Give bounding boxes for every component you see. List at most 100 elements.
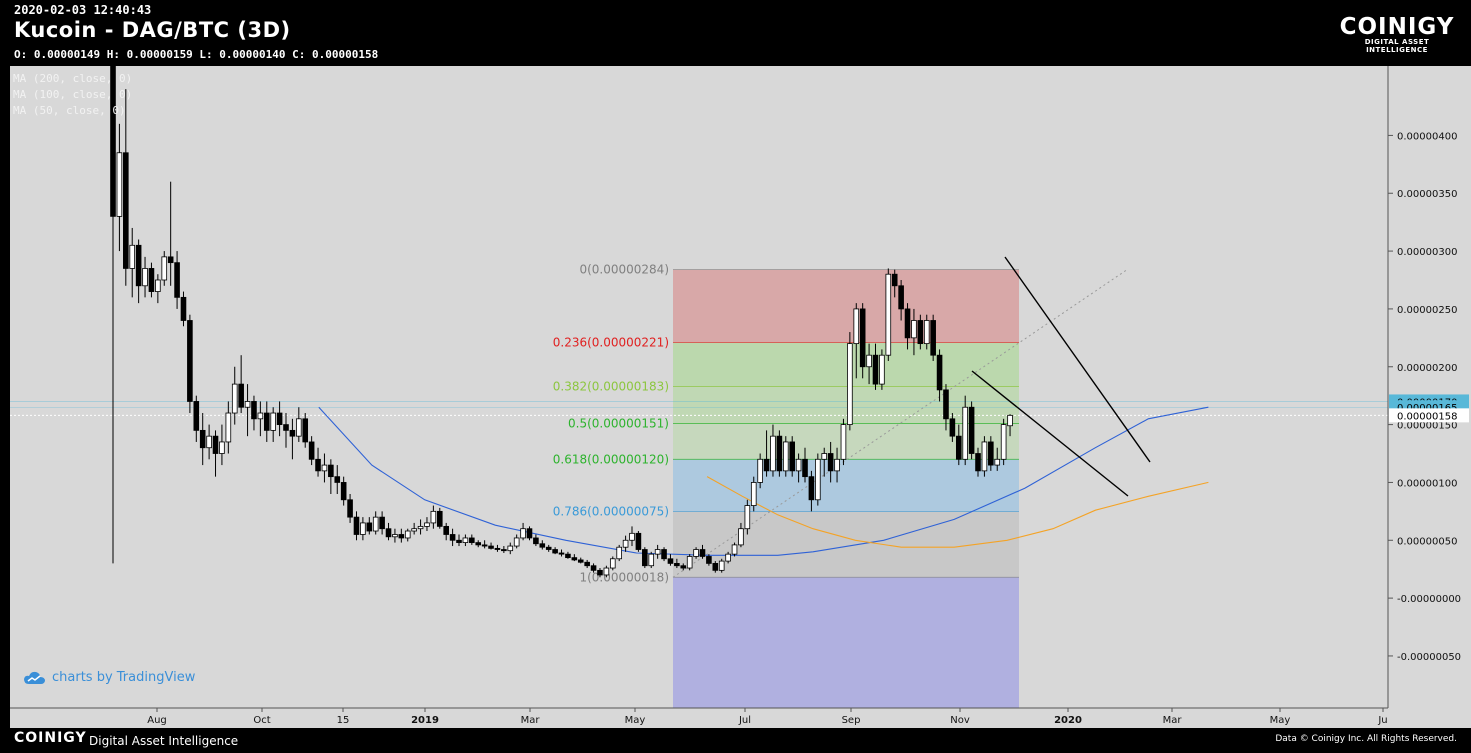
candle-body — [699, 549, 706, 557]
candle-body — [917, 320, 924, 345]
candle — [750, 476, 757, 512]
candle-body — [110, 65, 116, 217]
candle — [706, 554, 712, 566]
candle-body — [251, 401, 257, 420]
candle-body — [654, 549, 661, 555]
candle — [174, 251, 180, 309]
x-tick-label: 2019 — [411, 715, 439, 726]
chart-area[interactable]: 0(0.00000284) 0.236(0.00000221) 0.382(0.00… — [10, 65, 1471, 728]
candle-body — [469, 537, 475, 543]
price-marker-label: 0.00000158 — [1397, 411, 1457, 422]
candle — [161, 251, 168, 286]
candle — [238, 355, 244, 414]
fib-zone — [673, 342, 1019, 387]
candle — [808, 470, 815, 512]
candle — [917, 314, 924, 350]
candle-body — [206, 435, 212, 449]
candle — [417, 519, 424, 535]
candle — [654, 544, 661, 559]
candle — [494, 544, 501, 552]
candle-body — [135, 244, 142, 287]
x-tick-label: Mar — [1163, 715, 1183, 726]
candle — [994, 447, 1001, 471]
candle — [251, 395, 257, 431]
candle-body — [725, 553, 731, 562]
fib-level-label: 1(0.00000018) — [579, 570, 669, 584]
candle — [891, 269, 898, 298]
candle-body — [674, 563, 680, 567]
candle — [257, 401, 264, 437]
candle-body — [795, 458, 802, 472]
candle-body — [270, 412, 276, 431]
tradingview-link[interactable]: charts by TradingView — [24, 670, 195, 685]
fib-extension-zone — [673, 577, 1019, 708]
candle-body — [808, 476, 815, 501]
candle — [366, 517, 373, 535]
x-tick-label: Jul — [738, 715, 751, 726]
candle — [712, 561, 719, 573]
candle-body — [635, 532, 642, 550]
candle-body — [347, 499, 353, 518]
candle — [603, 565, 610, 578]
candle-body — [923, 320, 930, 345]
fib-zone — [673, 511, 1019, 578]
candle — [815, 453, 821, 506]
candle-body — [257, 412, 264, 420]
candle-body — [911, 320, 917, 339]
candle — [462, 534, 469, 547]
candle-body — [520, 528, 526, 539]
candle-body — [891, 273, 898, 287]
x-tick-label: Mar — [521, 715, 541, 726]
candle-body — [853, 308, 860, 345]
candle-body — [340, 482, 347, 501]
fib-level-label: 0.786(0.00000075) — [553, 504, 669, 518]
candle-body — [296, 418, 302, 437]
candle-body — [642, 549, 648, 567]
candle — [372, 511, 379, 535]
x-tick-label: Oct — [253, 715, 270, 726]
candle — [821, 447, 828, 477]
candle — [943, 384, 949, 431]
candle-body — [539, 543, 546, 548]
x-tick-label: Nov — [950, 715, 970, 726]
candle — [802, 447, 808, 483]
candle — [129, 227, 136, 298]
candle — [936, 349, 943, 402]
candle — [558, 549, 565, 557]
candle-body — [571, 557, 578, 561]
candle-body — [648, 553, 655, 567]
candle — [244, 384, 251, 437]
candle-body — [238, 383, 244, 408]
candle-body — [879, 354, 885, 385]
y-tick-label: -0.00000050 — [1397, 652, 1461, 663]
x-tick-label: 2020 — [1054, 715, 1082, 726]
candle — [577, 557, 584, 564]
legend-ma100: MA (100, close, 0) — [13, 88, 133, 101]
candle-body — [731, 544, 738, 555]
candle — [667, 554, 674, 566]
candle-body — [584, 561, 590, 567]
price-chart[interactable]: 0(0.00000284) 0.236(0.00000221) 0.382(0.00… — [10, 65, 1471, 728]
candle — [898, 280, 904, 321]
x-tick-label: 15 — [337, 715, 350, 726]
candle — [404, 528, 411, 542]
x-tick-label: Aug — [147, 715, 167, 726]
candle — [533, 534, 539, 547]
candle — [488, 542, 494, 550]
x-tick-label: Ju — [1377, 715, 1387, 726]
candle — [642, 547, 648, 569]
candle-body — [597, 569, 603, 576]
candle-body — [148, 268, 155, 292]
candle-body — [507, 545, 514, 552]
candle — [302, 413, 309, 448]
chart-title: Kucoin - DAG/BTC (3D) — [14, 18, 291, 42]
candle-body — [827, 453, 834, 472]
candles — [110, 65, 1013, 578]
candle — [911, 308, 917, 356]
candle — [379, 511, 385, 535]
candle-body — [616, 546, 622, 560]
candle — [968, 401, 975, 460]
upper-trendline — [1004, 256, 1151, 463]
candle-body — [590, 565, 597, 571]
candle — [347, 494, 353, 523]
